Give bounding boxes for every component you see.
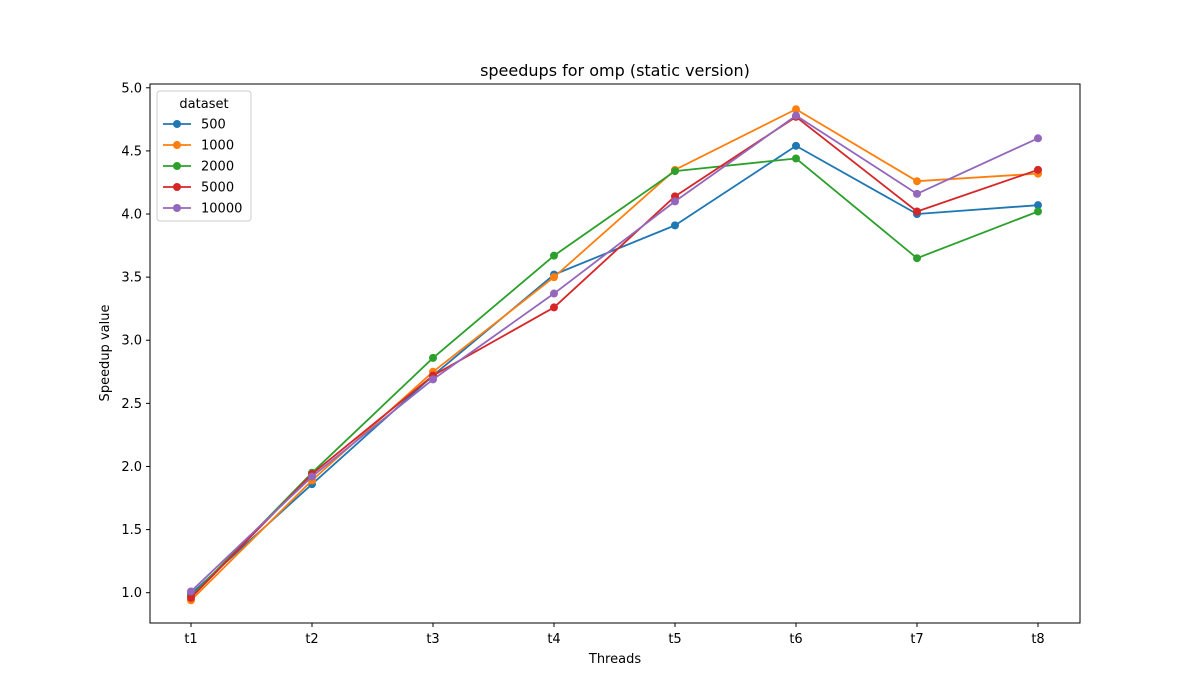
x-tick-label: t7 (910, 632, 923, 647)
data-point (671, 197, 679, 206)
y-tick-label: 2.0 (121, 460, 142, 475)
y-axis-title: Speedup value (98, 305, 113, 402)
legend-label: 5000 (201, 181, 234, 196)
x-tick-label: t5 (668, 632, 681, 647)
data-point (792, 105, 800, 114)
series-line (190, 157, 1039, 598)
x-tick-label: t8 (1031, 632, 1044, 647)
data-point (1034, 201, 1042, 210)
series-1000 (187, 105, 1042, 605)
data-point (429, 375, 437, 384)
legend-entry: 500 (163, 118, 226, 133)
legend-items: 500 1000 2000 5000 10000 (163, 118, 242, 217)
x-axis: t1 t2 t3 t4 t5 t6 t7 t8 (184, 623, 1045, 647)
data-point (550, 273, 558, 282)
data-point (913, 254, 921, 263)
data-point (1034, 207, 1042, 216)
x-tick-label: t6 (789, 632, 802, 647)
data-point (550, 303, 558, 312)
legend: dataset 500 1000 2000 5000 10000 (156, 90, 252, 222)
legend-label: 1000 (201, 139, 234, 154)
y-tick-label: 1.5 (121, 523, 142, 538)
legend-title: dataset (179, 97, 228, 112)
data-point (550, 289, 558, 298)
series-10000 (187, 111, 1042, 596)
legend-swatch-marker (173, 120, 181, 128)
legend-entry: 10000 (163, 202, 242, 217)
legend-label: 2000 (201, 160, 234, 175)
y-tick-label: 4.5 (121, 144, 142, 159)
series-5000 (187, 112, 1042, 602)
y-tick-label: 4.0 (121, 208, 142, 223)
data-point (913, 189, 921, 198)
series-line (190, 144, 1039, 595)
y-tick-label: 3.0 (121, 334, 142, 349)
y-tick-label: 5.0 (121, 81, 142, 96)
series-line (190, 115, 1039, 599)
data-point (187, 593, 195, 602)
data-point (792, 141, 800, 150)
data-point (792, 111, 800, 120)
y-tick-label: 1.0 (121, 586, 142, 601)
y-tick-label: 3.5 (121, 271, 142, 286)
data-point (913, 207, 921, 216)
legend-entry: 5000 (163, 181, 234, 196)
data-point (1034, 165, 1042, 174)
x-tick-label: t4 (547, 632, 560, 647)
legend-label: 10000 (201, 202, 242, 217)
x-tick-label: t1 (184, 632, 197, 647)
legend-entry: 1000 (163, 139, 234, 154)
y-tick-label: 2.5 (121, 397, 142, 412)
data-point (913, 177, 921, 186)
legend-swatch-marker (173, 183, 181, 191)
legend-label: 500 (201, 118, 226, 133)
series-line (190, 108, 1039, 601)
chart-title: speedups for omp (static version) (480, 61, 750, 80)
data-point (1034, 134, 1042, 143)
legend-entry: 2000 (163, 160, 234, 175)
legend-swatch-marker (173, 162, 181, 170)
x-tick-label: t2 (305, 632, 318, 647)
data-point (792, 154, 800, 163)
series-2000 (187, 154, 1042, 601)
plot-area (149, 83, 1081, 624)
x-tick-label: t3 (426, 632, 439, 647)
legend-swatch-marker (173, 204, 181, 212)
data-point (429, 353, 437, 362)
data-point (550, 251, 558, 260)
legend-swatch-marker (173, 141, 181, 149)
data-point (671, 167, 679, 176)
data-point (308, 472, 316, 481)
series-line (190, 114, 1039, 593)
plot-frame (149, 83, 1081, 624)
x-axis-title: Threads (588, 652, 641, 667)
data-point (671, 221, 679, 230)
y-axis: 1.0 1.5 2.0 2.5 3.0 3.5 4.0 4.5 5.0 (121, 81, 150, 601)
series-layer (187, 105, 1042, 605)
data-point (187, 587, 195, 596)
